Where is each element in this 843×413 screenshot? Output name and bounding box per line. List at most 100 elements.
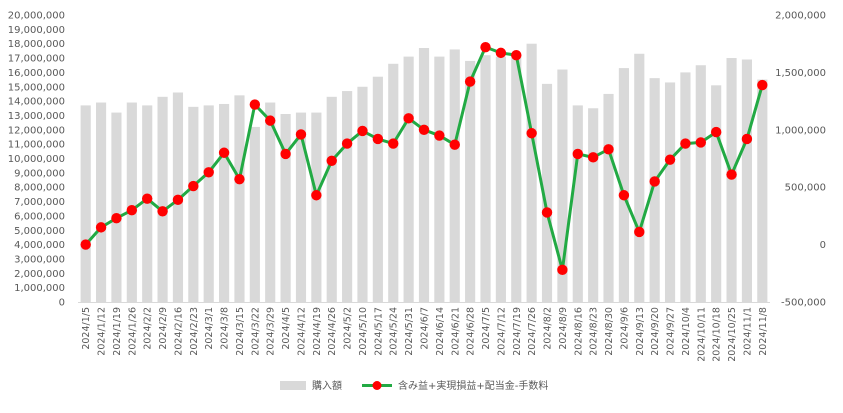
x-tick-label: 2024/6/7 <box>420 307 431 350</box>
x-tick-label: 2024/1/5 <box>81 307 92 350</box>
bar-2024/4/12 <box>295 112 307 302</box>
left-tick-label: 7,000,000 <box>14 197 65 208</box>
line-point-2024/9/6 <box>618 190 630 201</box>
bar-2024/8/30 <box>603 93 614 303</box>
bar-2024/11/1 <box>741 59 753 302</box>
bar-2024/7/5 <box>480 55 491 303</box>
x-tick-label: 2024/8/23 <box>589 307 600 356</box>
x-tick-label: 2024/7/12 <box>496 307 507 356</box>
x-tick-label: 2024/8/9 <box>558 307 569 350</box>
bar-2024/10/25 <box>726 58 737 302</box>
line-point-2024/2/9 <box>157 206 168 217</box>
bar-2024/4/26 <box>326 96 337 302</box>
bar-2024/4/19 <box>311 112 322 302</box>
x-tick-label: 2024/7/5 <box>481 307 492 350</box>
bar-2024/8/9 <box>557 69 568 302</box>
line-point-2024/3/1 <box>203 167 214 178</box>
x-tick-label: 2024/8/16 <box>573 307 584 356</box>
bar-2024/1/5 <box>80 105 91 303</box>
bar-2024/9/6 <box>618 68 629 302</box>
bar-2024/10/18 <box>711 85 722 302</box>
left-tick-label: 3,000,000 <box>14 254 65 265</box>
bar-2024/3/22 <box>249 126 260 303</box>
left-tick-label: 15,000,000 <box>8 82 65 93</box>
bar-2024/9/27 <box>664 82 676 302</box>
line-point-2024/7/26 <box>526 128 537 139</box>
line-point-2024/10/11 <box>695 137 706 148</box>
left-tick-label: 13,000,000 <box>8 111 65 122</box>
line-point-2024/6/14 <box>434 130 445 141</box>
line-point-2024/6/28 <box>464 76 476 87</box>
right-tick-label: 0 <box>820 240 826 251</box>
line-point-2024/11/8 <box>757 79 768 91</box>
x-tick-label: 2024/11/8 <box>758 307 769 356</box>
x-tick-label: 2024/10/4 <box>681 307 692 356</box>
line-point-2024/3/15 <box>234 173 245 185</box>
x-tick-label: 2024/2/9 <box>158 307 169 350</box>
bar-2024/2/9 <box>157 96 168 302</box>
bar-2024/7/19 <box>511 53 522 302</box>
bar-2024/8/23 <box>588 108 599 303</box>
bar-2024/4/5 <box>280 114 291 302</box>
line-point-2024/5/2 <box>341 138 353 149</box>
x-tick-label: 2024/7/19 <box>512 307 523 356</box>
bar-2024/2/23 <box>188 106 199 302</box>
line-point-2024/7/12 <box>495 47 507 59</box>
line-point-2024/1/19 <box>111 213 122 224</box>
bar-2024/3/8 <box>219 103 230 302</box>
x-tick-label: 2024/3/22 <box>250 307 261 356</box>
x-tick-label: 2024/2/23 <box>189 307 200 356</box>
left-tick-label: 1,000,000 <box>14 283 65 294</box>
x-tick-label: 2024/4/19 <box>312 307 323 356</box>
x-tick-label: 2024/4/26 <box>327 307 338 356</box>
x-tick-label: 2024/5/17 <box>373 307 384 356</box>
line-point-2024/3/22 <box>249 99 261 110</box>
bar-2024/8/16 <box>572 105 583 303</box>
right-axis-ticks: -500,000 0 500,000 1,000,000 1,500,000 2,000,… <box>775 11 826 309</box>
x-tick-label: 2024/9/20 <box>650 307 661 356</box>
left-axis-ticks: 0 1,000,000 2,000,000 3,000,000 4,000,000 5,0… <box>8 11 65 309</box>
legend: 購入額 含み益+実現損益+配当金-手数料 <box>280 379 548 392</box>
bar-2024/1/12 <box>95 102 107 302</box>
legend-swatch-bar <box>280 381 306 390</box>
x-tick-label: 2024/2/2 <box>143 307 154 350</box>
x-tick-label: 2024/10/18 <box>712 307 723 362</box>
x-tick-label: 2024/4/5 <box>281 307 292 350</box>
line-point-2024/8/2 <box>541 207 553 218</box>
x-tick-label: 2024/5/10 <box>358 307 369 356</box>
left-tick-label: 2,000,000 <box>14 269 65 280</box>
line-point-2024/10/18 <box>710 126 722 138</box>
right-tick-label: -500,000 <box>781 298 826 309</box>
left-tick-label: 14,000,000 <box>8 97 65 108</box>
line-point-2024/4/26 <box>326 155 337 166</box>
x-tick-label: 2024/1/19 <box>112 307 123 356</box>
bar-2024/9/13 <box>634 53 645 302</box>
bar-2024/7/26 <box>526 43 537 302</box>
x-tick-label: 2024/1/12 <box>97 307 108 356</box>
left-tick-label: 19,000,000 <box>8 25 65 36</box>
bar-2024/5/17 <box>372 76 383 302</box>
line-point-2024/7/5 <box>480 41 491 53</box>
bar-2024/1/19 <box>111 112 122 302</box>
x-tick-label: 2024/5/2 <box>343 307 354 350</box>
x-tick-label: 2024/11/1 <box>742 307 753 356</box>
bar-2024/5/10 <box>357 86 368 302</box>
bar-2024/8/2 <box>541 83 553 302</box>
left-tick-label: 4,000,000 <box>14 240 65 251</box>
x-tick-label: 2024/9/27 <box>666 307 677 356</box>
bar-2024/5/2 <box>342 91 353 302</box>
left-tick-label: 16,000,000 <box>8 68 65 79</box>
x-tick-label: 2024/6/28 <box>466 307 477 356</box>
left-tick-label: 6,000,000 <box>14 211 65 222</box>
right-tick-label: 2,000,000 <box>775 11 826 22</box>
bar-2024/11/8 <box>757 79 768 302</box>
bar-2024/6/21 <box>449 49 460 302</box>
left-tick-label: 10,000,000 <box>8 154 65 165</box>
left-tick-label: 20,000,000 <box>8 11 65 22</box>
line-point-2024/4/5 <box>280 148 291 160</box>
x-tick-label: 2024/10/25 <box>727 307 738 362</box>
x-tick-label: 2024/5/24 <box>389 307 400 356</box>
x-tick-label: 2024/9/13 <box>635 307 646 356</box>
